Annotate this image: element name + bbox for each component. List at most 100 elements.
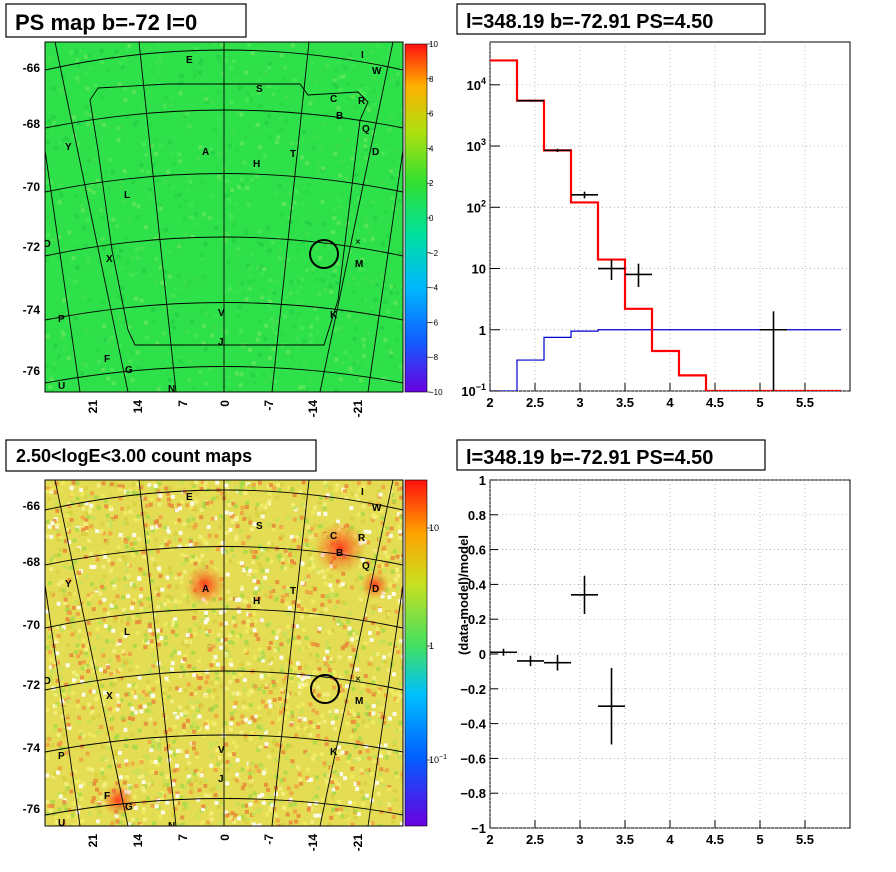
count-map-noise-pixel [401, 654, 403, 659]
count-map-noise-pixel [124, 540, 129, 544]
count-map-noise-pixel [103, 498, 108, 503]
count-map-noise-pixel [265, 501, 269, 506]
count-map-noise-pixel [280, 823, 285, 826]
ps-map-noise-pixel [255, 123, 260, 127]
count-map-noise-pixel [359, 789, 364, 794]
count-map-noise-pixel [164, 747, 168, 751]
count-map-noise-pixel [269, 559, 274, 564]
ps-map-noise-pixel [200, 180, 205, 185]
count-map-noise-pixel [256, 768, 261, 773]
count-map-noise-pixel [330, 628, 335, 633]
count-map-noise-pixel [211, 659, 216, 663]
count-map-noise-pixel [271, 630, 276, 635]
count-map-noise-pixel [267, 499, 272, 504]
ps-map-noise-pixel [393, 300, 398, 305]
count-map-noise-pixel [147, 624, 152, 629]
count-map-noise-pixel [87, 702, 92, 707]
count-map-noise-pixel [389, 688, 394, 693]
ps-map-noise-pixel [217, 59, 222, 64]
ps-map-noise-pixel [315, 80, 319, 85]
count-map-noise-pixel [281, 736, 286, 741]
count-map-noise-pixel [153, 562, 158, 567]
count-map-noise-pixel [145, 539, 150, 544]
count-map-noise-pixel [168, 565, 172, 570]
count-map-noise-pixel [364, 701, 369, 706]
count-map-noise-pixel [400, 772, 403, 777]
count-map-noise-pixel [343, 489, 347, 494]
ps-map-noise-pixel [393, 203, 398, 208]
count-map-noise-pixel [354, 577, 359, 582]
ps-map-noise-pixel [320, 370, 325, 375]
ps-map-noise-pixel [346, 313, 351, 318]
ps-map-noise-pixel [274, 331, 279, 335]
ps-map-noise-pixel [84, 111, 89, 116]
ps-map-noise-pixel [168, 183, 173, 188]
ps-map-noise-pixel [371, 102, 376, 107]
count-map-noise-pixel [179, 733, 184, 738]
count-map-noise-pixel [79, 501, 84, 506]
count-map-noise-pixel [83, 494, 88, 499]
count-map-noise-pixel [386, 611, 391, 616]
count-map-noise-pixel [148, 604, 153, 609]
ps-map-noise-pixel [158, 206, 163, 211]
count-map-noise-pixel [336, 782, 341, 787]
count-map-noise-pixel [225, 781, 230, 786]
count-map-noise-pixel [311, 796, 316, 801]
count-map-noise-pixel [124, 584, 129, 589]
ps-map-noise-pixel [322, 243, 327, 248]
ps-map-noise-pixel [279, 312, 284, 317]
ps-map-noise-pixel [273, 337, 278, 342]
count-map-noise-pixel [95, 787, 99, 792]
count-map-noise-pixel [271, 748, 275, 753]
count-map-noise-pixel [306, 728, 310, 733]
ps-map-title: PS map b=-72 l=0 [15, 10, 197, 35]
count-map-noise-pixel [156, 592, 161, 597]
ps-map-noise-pixel [257, 241, 262, 246]
count-map-noise-pixel [221, 550, 226, 555]
ps-map-noise-pixel [45, 214, 50, 219]
count-map-noise-pixel [367, 530, 372, 535]
count-map-noise-pixel [91, 607, 96, 612]
count-map-noise-pixel [81, 638, 86, 643]
ps-map-noise-pixel [293, 77, 298, 82]
ps-map-noise-pixel [315, 329, 320, 334]
count-map-noise-pixel [163, 607, 168, 611]
count-map-noise-pixel [344, 484, 349, 489]
ps-map-colorbar-tick-label: −4 [429, 284, 439, 293]
count-map-noise-pixel [87, 743, 92, 748]
count-map-noise-pixel [251, 812, 256, 817]
count-map-noise-pixel [371, 680, 376, 685]
count-map-noise-pixel [296, 599, 301, 604]
count-map-noise-pixel [275, 818, 280, 823]
count-map-noise-pixel [289, 672, 294, 677]
ps-map-noise-pixel [63, 135, 68, 140]
count-map-noise-pixel [174, 623, 179, 628]
count-map-noise-pixel [248, 761, 253, 766]
count-map-noise-pixel [45, 707, 50, 712]
count-map-noise-pixel [279, 710, 283, 715]
count-map-noise-pixel [349, 663, 354, 668]
ps-map-noise-pixel [255, 337, 260, 342]
count-map-noise-pixel [220, 812, 224, 817]
count-map-noise-pixel [231, 514, 236, 519]
count-map-noise-pixel [316, 725, 321, 729]
ps-map-noise-pixel [320, 199, 325, 204]
count-map-noise-pixel [252, 522, 257, 527]
count-map-noise-pixel [306, 767, 310, 772]
count-map-noise-pixel [181, 562, 186, 567]
ps-map-noise-pixel [248, 347, 253, 352]
count-map-noise-pixel [149, 639, 154, 644]
count-map-y-tick-label: -68 [23, 555, 41, 569]
count-map-noise-pixel [134, 552, 138, 557]
count-map-noise-pixel [77, 634, 82, 639]
count-map-noise-pixel [381, 659, 385, 664]
count-map-noise-pixel [358, 736, 363, 741]
ps-map-noise-pixel [154, 151, 159, 156]
count-map-noise-pixel [246, 604, 251, 609]
ps-map-noise-pixel [183, 279, 188, 284]
count-map-noise-pixel [64, 750, 69, 755]
ps-map-source-label-g: G [125, 365, 133, 376]
count-map-noise-pixel [298, 531, 303, 536]
